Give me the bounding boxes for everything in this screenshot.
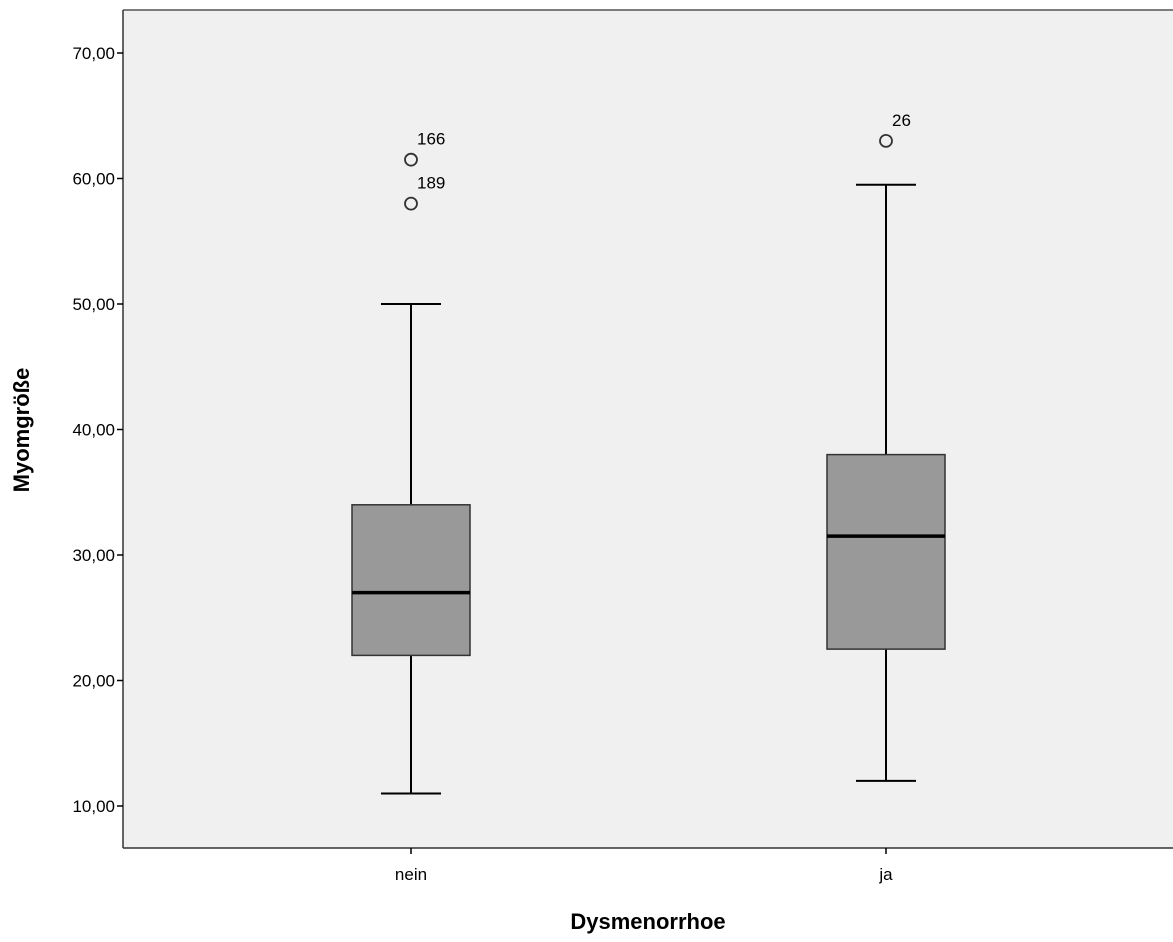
box-group-nein: 166 189 <box>351 130 471 795</box>
y-tick-label: 60,00 <box>72 170 115 189</box>
y-tick-label: 70,00 <box>72 44 115 63</box>
outlier-point <box>879 133 893 148</box>
y-tick-label: 20,00 <box>72 672 115 691</box>
outlier-label: 189 <box>417 174 445 193</box>
y-tick-label: 50,00 <box>72 295 115 314</box>
x-tick-label: ja <box>878 865 893 884</box>
y-tick-label: 40,00 <box>72 421 115 440</box>
outlier-point <box>404 196 418 211</box>
plot-area <box>123 10 1173 848</box>
boxes-layer: 166 189 26 <box>351 111 946 795</box>
iqr-box <box>826 453 946 650</box>
y-tick-label: 30,00 <box>72 546 115 565</box>
x-axis: nein ja <box>395 848 893 884</box>
outlier-point <box>404 152 418 167</box>
x-tick-label: nein <box>395 865 427 884</box>
outlier-label: 166 <box>417 130 445 149</box>
x-axis-title: Dysmenorrhoe <box>570 909 725 934</box>
iqr-box <box>351 504 471 657</box>
y-axis-title: Myomgröße <box>9 368 34 493</box>
y-axis: 10,00 20,00 30,00 40,00 50,00 60,00 70,00 <box>72 44 123 816</box>
box-group-ja: 26 <box>826 111 946 782</box>
outlier-label: 26 <box>892 111 911 130</box>
y-tick-label: 10,00 <box>72 797 115 816</box>
